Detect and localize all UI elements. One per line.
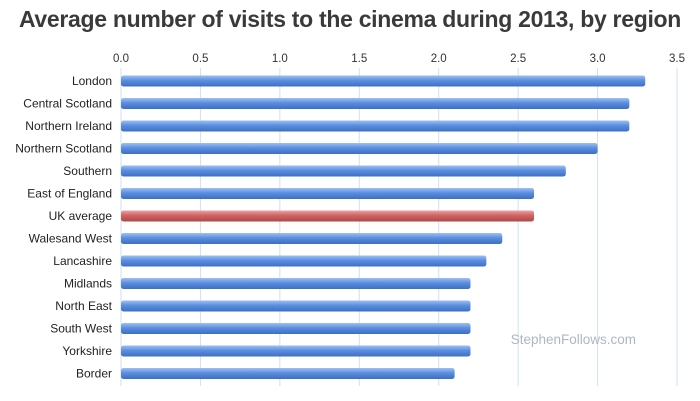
category-label: Yorkshire — [62, 344, 112, 358]
x-tick-label: 0.5 — [192, 53, 208, 65]
watermark: StephenFollows.com — [511, 332, 636, 347]
category-label: Northern Scotland — [15, 142, 112, 156]
bar — [121, 300, 471, 312]
bar — [121, 368, 455, 379]
bar — [121, 120, 630, 132]
bar — [121, 143, 598, 154]
bar — [121, 345, 471, 357]
bar — [121, 323, 471, 334]
category-label: Midlands — [64, 277, 112, 291]
bar — [121, 188, 535, 199]
bar — [121, 98, 630, 109]
category-label: Walesand West — [29, 232, 113, 246]
bar — [121, 233, 503, 244]
category-label: Southern — [63, 164, 112, 178]
x-axis-ticks: 0.0 0.5 1.0 1.5 2.0 2.5 3.0 3.5 — [113, 53, 685, 65]
category-labels: London Central Scotland Northern Ireland No… — [15, 74, 112, 381]
bar — [121, 255, 487, 267]
category-label: Border — [76, 367, 112, 381]
bar — [121, 165, 566, 177]
chart-title: Average number of visits to the cinema d… — [18, 6, 682, 32]
x-tick-label: 3.0 — [590, 53, 606, 65]
category-label: South West — [50, 322, 112, 336]
category-label: London — [72, 74, 112, 88]
bars — [121, 75, 646, 379]
category-label: North East — [55, 299, 112, 313]
category-label: Lancashire — [53, 254, 112, 268]
x-tick-label: 2.5 — [510, 53, 526, 65]
x-tick-label: 3.5 — [669, 53, 685, 65]
category-label: UK average — [49, 209, 113, 223]
category-label: East of England — [27, 187, 112, 201]
x-tick-label: 1.0 — [272, 53, 288, 65]
bar — [121, 75, 646, 87]
x-tick-label: 2.0 — [431, 53, 447, 65]
bar — [121, 278, 471, 289]
x-tick-label: 0.0 — [113, 53, 129, 65]
category-label: Central Scotland — [23, 97, 112, 111]
bar-uk-average — [121, 210, 535, 222]
x-tick-label: 1.5 — [351, 53, 367, 65]
category-label: Northern Ireland — [25, 119, 112, 133]
